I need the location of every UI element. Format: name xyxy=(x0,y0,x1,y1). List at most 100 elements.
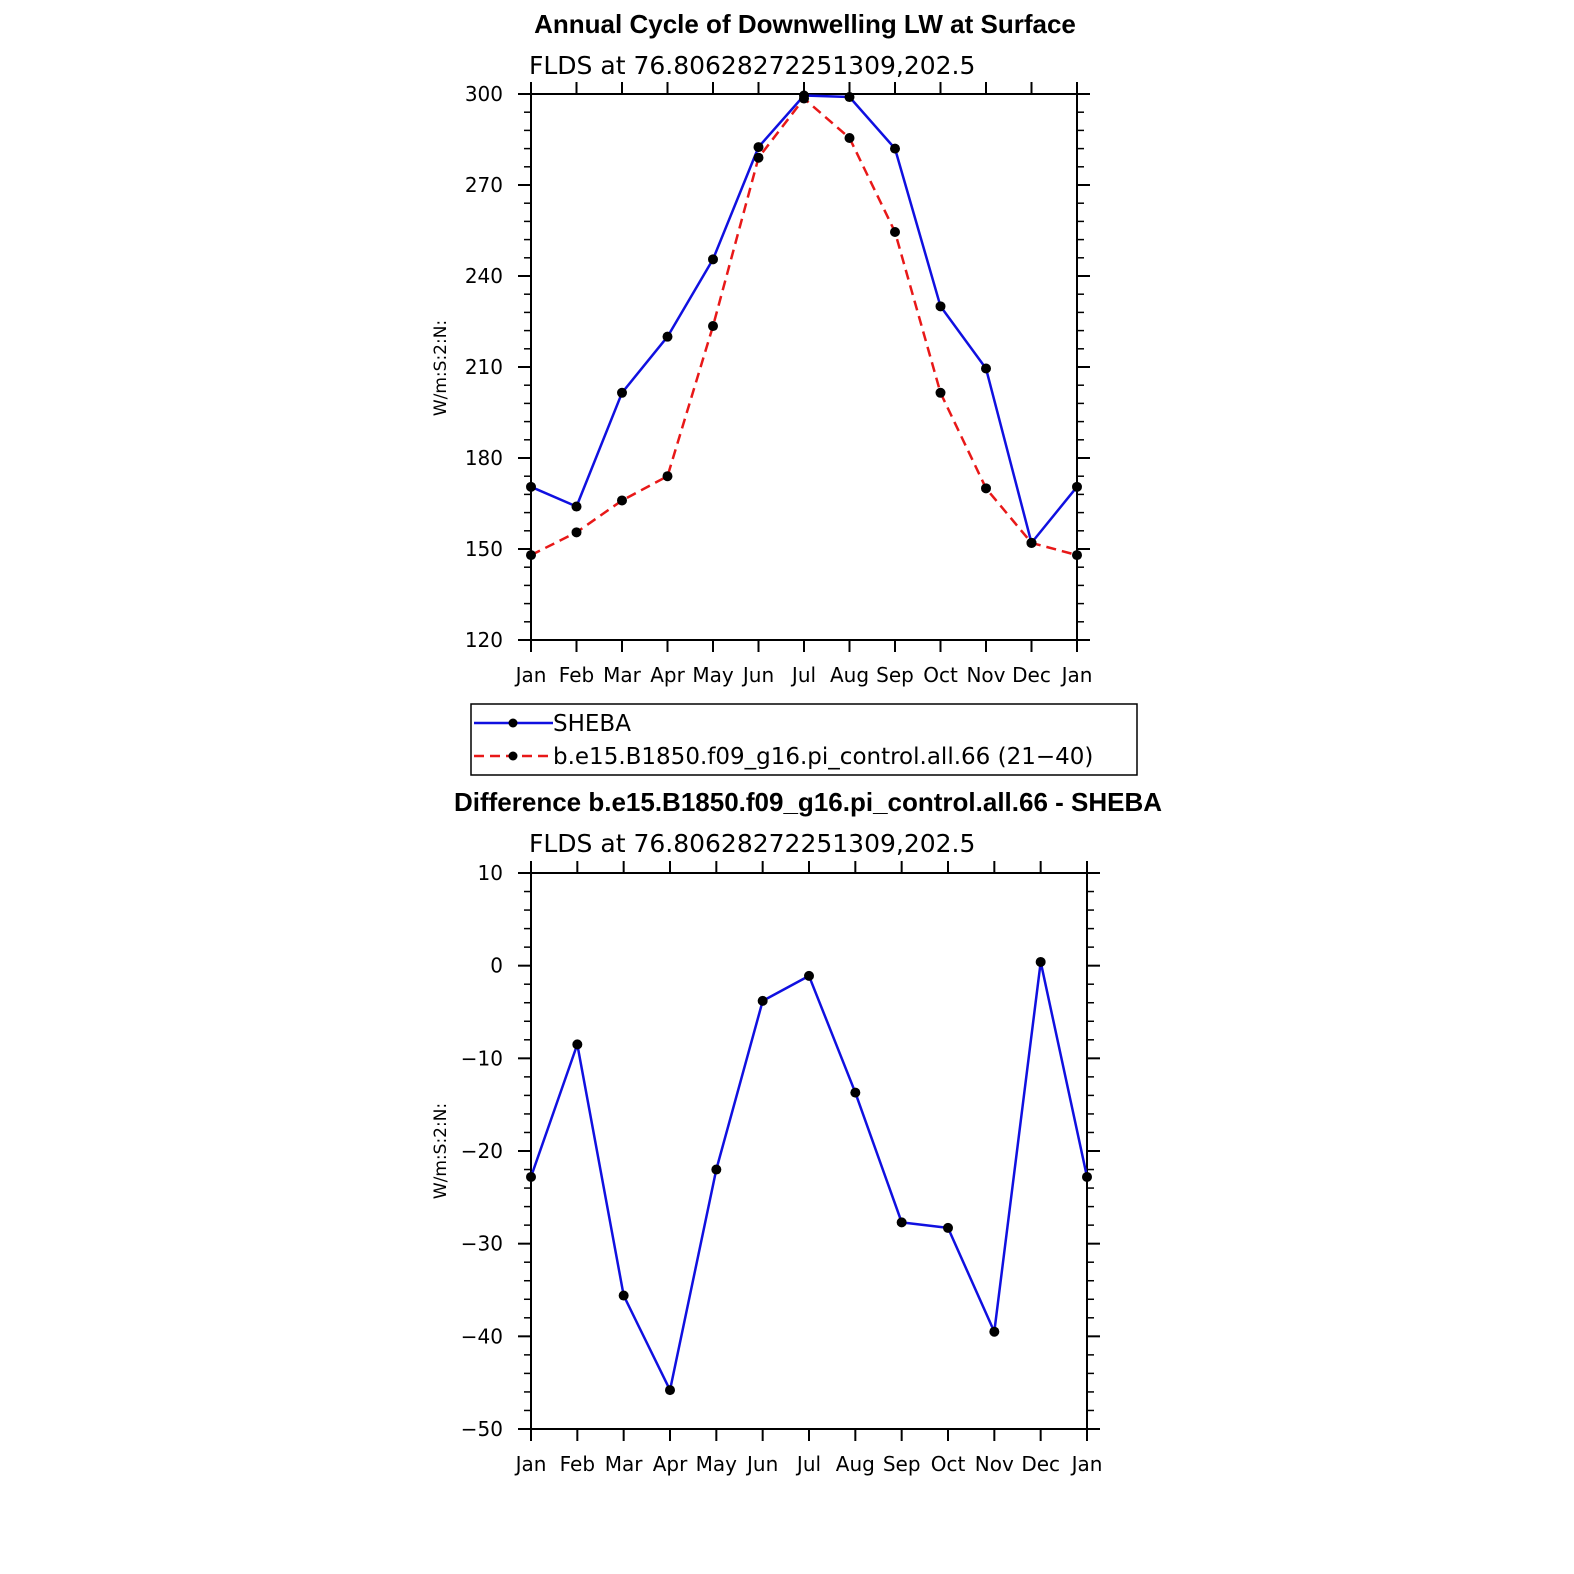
series-line xyxy=(529,960,1089,1392)
legend-label-sheba: SHEBA xyxy=(553,711,631,737)
chart-title: Annual Cycle of Downwelling LW at Surfac… xyxy=(534,9,1076,39)
data-point xyxy=(662,471,673,482)
y-tick-labels: 120 150 180 210 240 270 300 xyxy=(465,82,503,652)
x-tick-label: Jan xyxy=(1070,1452,1103,1476)
data-point xyxy=(757,995,768,1006)
y-tick-label: −50 xyxy=(461,1417,503,1441)
data-point xyxy=(844,92,855,103)
data-point xyxy=(943,1222,953,1233)
x-tick-label: Dec xyxy=(1012,663,1051,687)
x-tick-label: Nov xyxy=(975,1452,1014,1476)
data-point xyxy=(981,363,991,374)
legend-box xyxy=(470,703,1138,776)
x-tick-label: Apr xyxy=(650,663,685,687)
y-tick-label: 300 xyxy=(465,82,503,106)
data-point xyxy=(1072,481,1082,492)
data-point xyxy=(935,301,946,312)
x-tick-label: Feb xyxy=(560,1452,595,1476)
chart-subtitle: FLDS at 76.80628272251309,202.5 xyxy=(529,51,975,80)
x-tick-label: Jan xyxy=(514,1452,547,1476)
y-tick-label: −30 xyxy=(461,1232,503,1256)
chart-subtitle: FLDS at 76.80628272251309,202.5 xyxy=(529,829,975,858)
data-point xyxy=(711,1164,722,1175)
axis-ticks xyxy=(518,861,1100,1441)
x-tick-label: Jul xyxy=(790,663,816,687)
data-point xyxy=(1026,537,1037,548)
y-tick-labels: −50 −40 −30 −20 −10 0 10 xyxy=(461,861,503,1441)
y-tick-label: −40 xyxy=(461,1324,503,1348)
plot-frame xyxy=(530,872,1088,1430)
legend: SHEBA b.e15.B1850.f09_g16.pi_control.all… xyxy=(470,703,1138,776)
data-point xyxy=(571,501,582,512)
x-tick-labels: Jan Feb Mar Apr May Jun Jul Aug Sep Oct Nov Dec Jan xyxy=(514,663,1093,687)
data-point xyxy=(1072,550,1082,561)
y-tick-label: 270 xyxy=(465,173,503,197)
y-tick-label: 240 xyxy=(465,264,503,288)
x-tick-label: Aug xyxy=(836,1452,875,1476)
data-point xyxy=(890,227,900,238)
data-point xyxy=(665,1385,675,1396)
data-point xyxy=(981,483,991,494)
data-point xyxy=(890,143,900,154)
legend-marker-sheba xyxy=(508,718,518,728)
series-lines xyxy=(526,956,1092,1396)
x-tick-label: Jan xyxy=(514,663,547,687)
y-tick-label: 120 xyxy=(465,628,503,652)
series-line xyxy=(530,97,1078,557)
data-point xyxy=(526,1171,536,1182)
data-point xyxy=(896,1217,907,1228)
x-tick-label: Jun xyxy=(745,1452,778,1476)
data-point xyxy=(572,1039,583,1050)
series-line xyxy=(530,94,1078,545)
data-point xyxy=(804,970,814,981)
y-tick-label: 150 xyxy=(465,537,503,561)
data-point xyxy=(799,93,809,104)
x-tick-label: Mar xyxy=(605,1452,644,1476)
series-lines xyxy=(526,90,1082,561)
y-tick-label: 0 xyxy=(490,954,503,978)
data-point xyxy=(708,321,718,332)
data-point xyxy=(753,152,764,163)
x-tick-label: Mar xyxy=(603,663,642,687)
axis-ticks xyxy=(518,82,1090,652)
legend-marker-model xyxy=(508,751,518,761)
x-tick-label: Nov xyxy=(966,663,1005,687)
x-tick-label: Jun xyxy=(741,663,774,687)
x-tick-label: Jul xyxy=(795,1452,821,1476)
data-point xyxy=(989,1326,1000,1337)
data-point xyxy=(708,254,718,265)
annual-cycle-chart: Annual Cycle of Downwelling LW at Surfac… xyxy=(431,9,1092,687)
data-point xyxy=(617,387,627,398)
data-point xyxy=(526,481,536,492)
y-tick-label: 10 xyxy=(478,861,503,885)
data-point xyxy=(526,550,536,561)
x-tick-label: May xyxy=(692,663,734,687)
data-point xyxy=(662,331,673,342)
x-tick-labels: Jan Feb Mar Apr May Jun Jul Aug Sep Oct Nov Dec Jan xyxy=(514,1452,1103,1476)
data-point xyxy=(850,1087,861,1098)
x-tick-label: Sep xyxy=(883,1452,921,1476)
difference-chart: Difference b.e15.B1850.f09_g16.pi_contro… xyxy=(431,787,1162,1476)
data-point xyxy=(1035,956,1046,967)
y-tick-label: −10 xyxy=(461,1046,503,1070)
x-tick-label: May xyxy=(696,1452,738,1476)
legend-label-model: b.e15.B1850.f09_g16.pi_control.all.66 (2… xyxy=(553,744,1093,770)
y-axis-label: W/m:S:2:N: xyxy=(431,320,451,416)
data-point xyxy=(844,132,855,143)
data-point xyxy=(617,495,627,506)
y-tick-label: 180 xyxy=(465,446,503,470)
x-tick-label: Oct xyxy=(931,1452,966,1476)
y-tick-label: −20 xyxy=(461,1139,503,1163)
data-point xyxy=(571,527,582,538)
data-point xyxy=(753,142,764,153)
plot-frame xyxy=(530,93,1078,641)
data-point xyxy=(1082,1171,1092,1182)
x-tick-label: Oct xyxy=(923,663,958,687)
data-point xyxy=(618,1290,629,1301)
x-tick-label: Feb xyxy=(559,663,594,687)
x-tick-label: Sep xyxy=(876,663,914,687)
x-tick-label: Aug xyxy=(830,663,869,687)
x-tick-label: Dec xyxy=(1021,1452,1060,1476)
chart-title: Difference b.e15.B1850.f09_g16.pi_contro… xyxy=(454,787,1162,817)
